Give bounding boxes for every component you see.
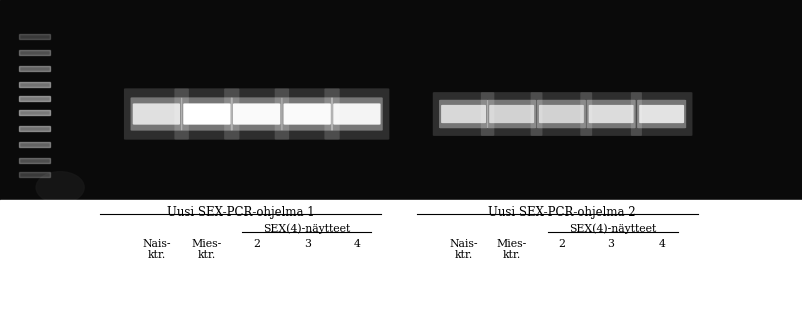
FancyBboxPatch shape xyxy=(132,103,180,125)
FancyBboxPatch shape xyxy=(274,89,340,140)
FancyBboxPatch shape xyxy=(487,100,537,128)
Bar xyxy=(19,158,50,163)
Bar xyxy=(19,66,50,71)
FancyBboxPatch shape xyxy=(481,92,542,136)
FancyBboxPatch shape xyxy=(231,97,282,131)
Bar xyxy=(19,33,50,38)
FancyBboxPatch shape xyxy=(439,100,488,128)
FancyBboxPatch shape xyxy=(441,105,486,123)
FancyBboxPatch shape xyxy=(539,105,584,123)
Text: Uusi SEX-PCR-ohjelma 2: Uusi SEX-PCR-ohjelma 2 xyxy=(488,206,635,219)
Bar xyxy=(19,125,50,130)
Text: Uusi SEX-PCR-ohjelma 1: Uusi SEX-PCR-ohjelma 1 xyxy=(167,206,314,219)
Text: 3: 3 xyxy=(304,238,310,249)
Bar xyxy=(0,0,802,200)
FancyBboxPatch shape xyxy=(181,97,233,131)
FancyBboxPatch shape xyxy=(531,92,592,136)
Text: Nais-
ktr.: Nais- ktr. xyxy=(449,238,478,260)
FancyBboxPatch shape xyxy=(175,89,239,140)
FancyBboxPatch shape xyxy=(183,103,231,125)
FancyBboxPatch shape xyxy=(631,92,692,136)
FancyBboxPatch shape xyxy=(537,100,586,128)
Text: 2: 2 xyxy=(253,238,260,249)
Bar xyxy=(19,172,50,176)
FancyBboxPatch shape xyxy=(589,105,634,123)
FancyBboxPatch shape xyxy=(334,103,380,125)
FancyBboxPatch shape xyxy=(124,89,188,140)
Text: Nais-
ktr.: Nais- ktr. xyxy=(142,238,171,260)
Text: SEX(4)-näytteet: SEX(4)-näytteet xyxy=(263,223,350,234)
Text: 4: 4 xyxy=(658,238,665,249)
Text: Mies-
ktr.: Mies- ktr. xyxy=(192,238,222,260)
FancyBboxPatch shape xyxy=(324,89,390,140)
FancyBboxPatch shape xyxy=(637,100,687,128)
Text: SEX(4)-näytteet: SEX(4)-näytteet xyxy=(569,223,656,234)
FancyBboxPatch shape xyxy=(639,105,684,123)
Bar xyxy=(19,141,50,146)
FancyBboxPatch shape xyxy=(233,103,281,125)
Bar xyxy=(19,95,50,100)
Text: Mies-
ktr.: Mies- ktr. xyxy=(496,238,527,260)
Bar xyxy=(19,82,50,87)
Ellipse shape xyxy=(36,172,84,203)
FancyBboxPatch shape xyxy=(284,103,330,125)
FancyBboxPatch shape xyxy=(586,100,636,128)
FancyBboxPatch shape xyxy=(489,105,534,123)
FancyBboxPatch shape xyxy=(225,89,290,140)
Bar xyxy=(19,49,50,54)
Text: 2: 2 xyxy=(558,238,565,249)
FancyBboxPatch shape xyxy=(282,97,333,131)
Text: 3: 3 xyxy=(608,238,614,249)
FancyBboxPatch shape xyxy=(433,92,494,136)
Text: 4: 4 xyxy=(354,238,360,249)
Bar xyxy=(0,200,802,315)
FancyBboxPatch shape xyxy=(131,97,182,131)
FancyBboxPatch shape xyxy=(331,97,383,131)
FancyBboxPatch shape xyxy=(581,92,642,136)
Bar xyxy=(19,110,50,115)
